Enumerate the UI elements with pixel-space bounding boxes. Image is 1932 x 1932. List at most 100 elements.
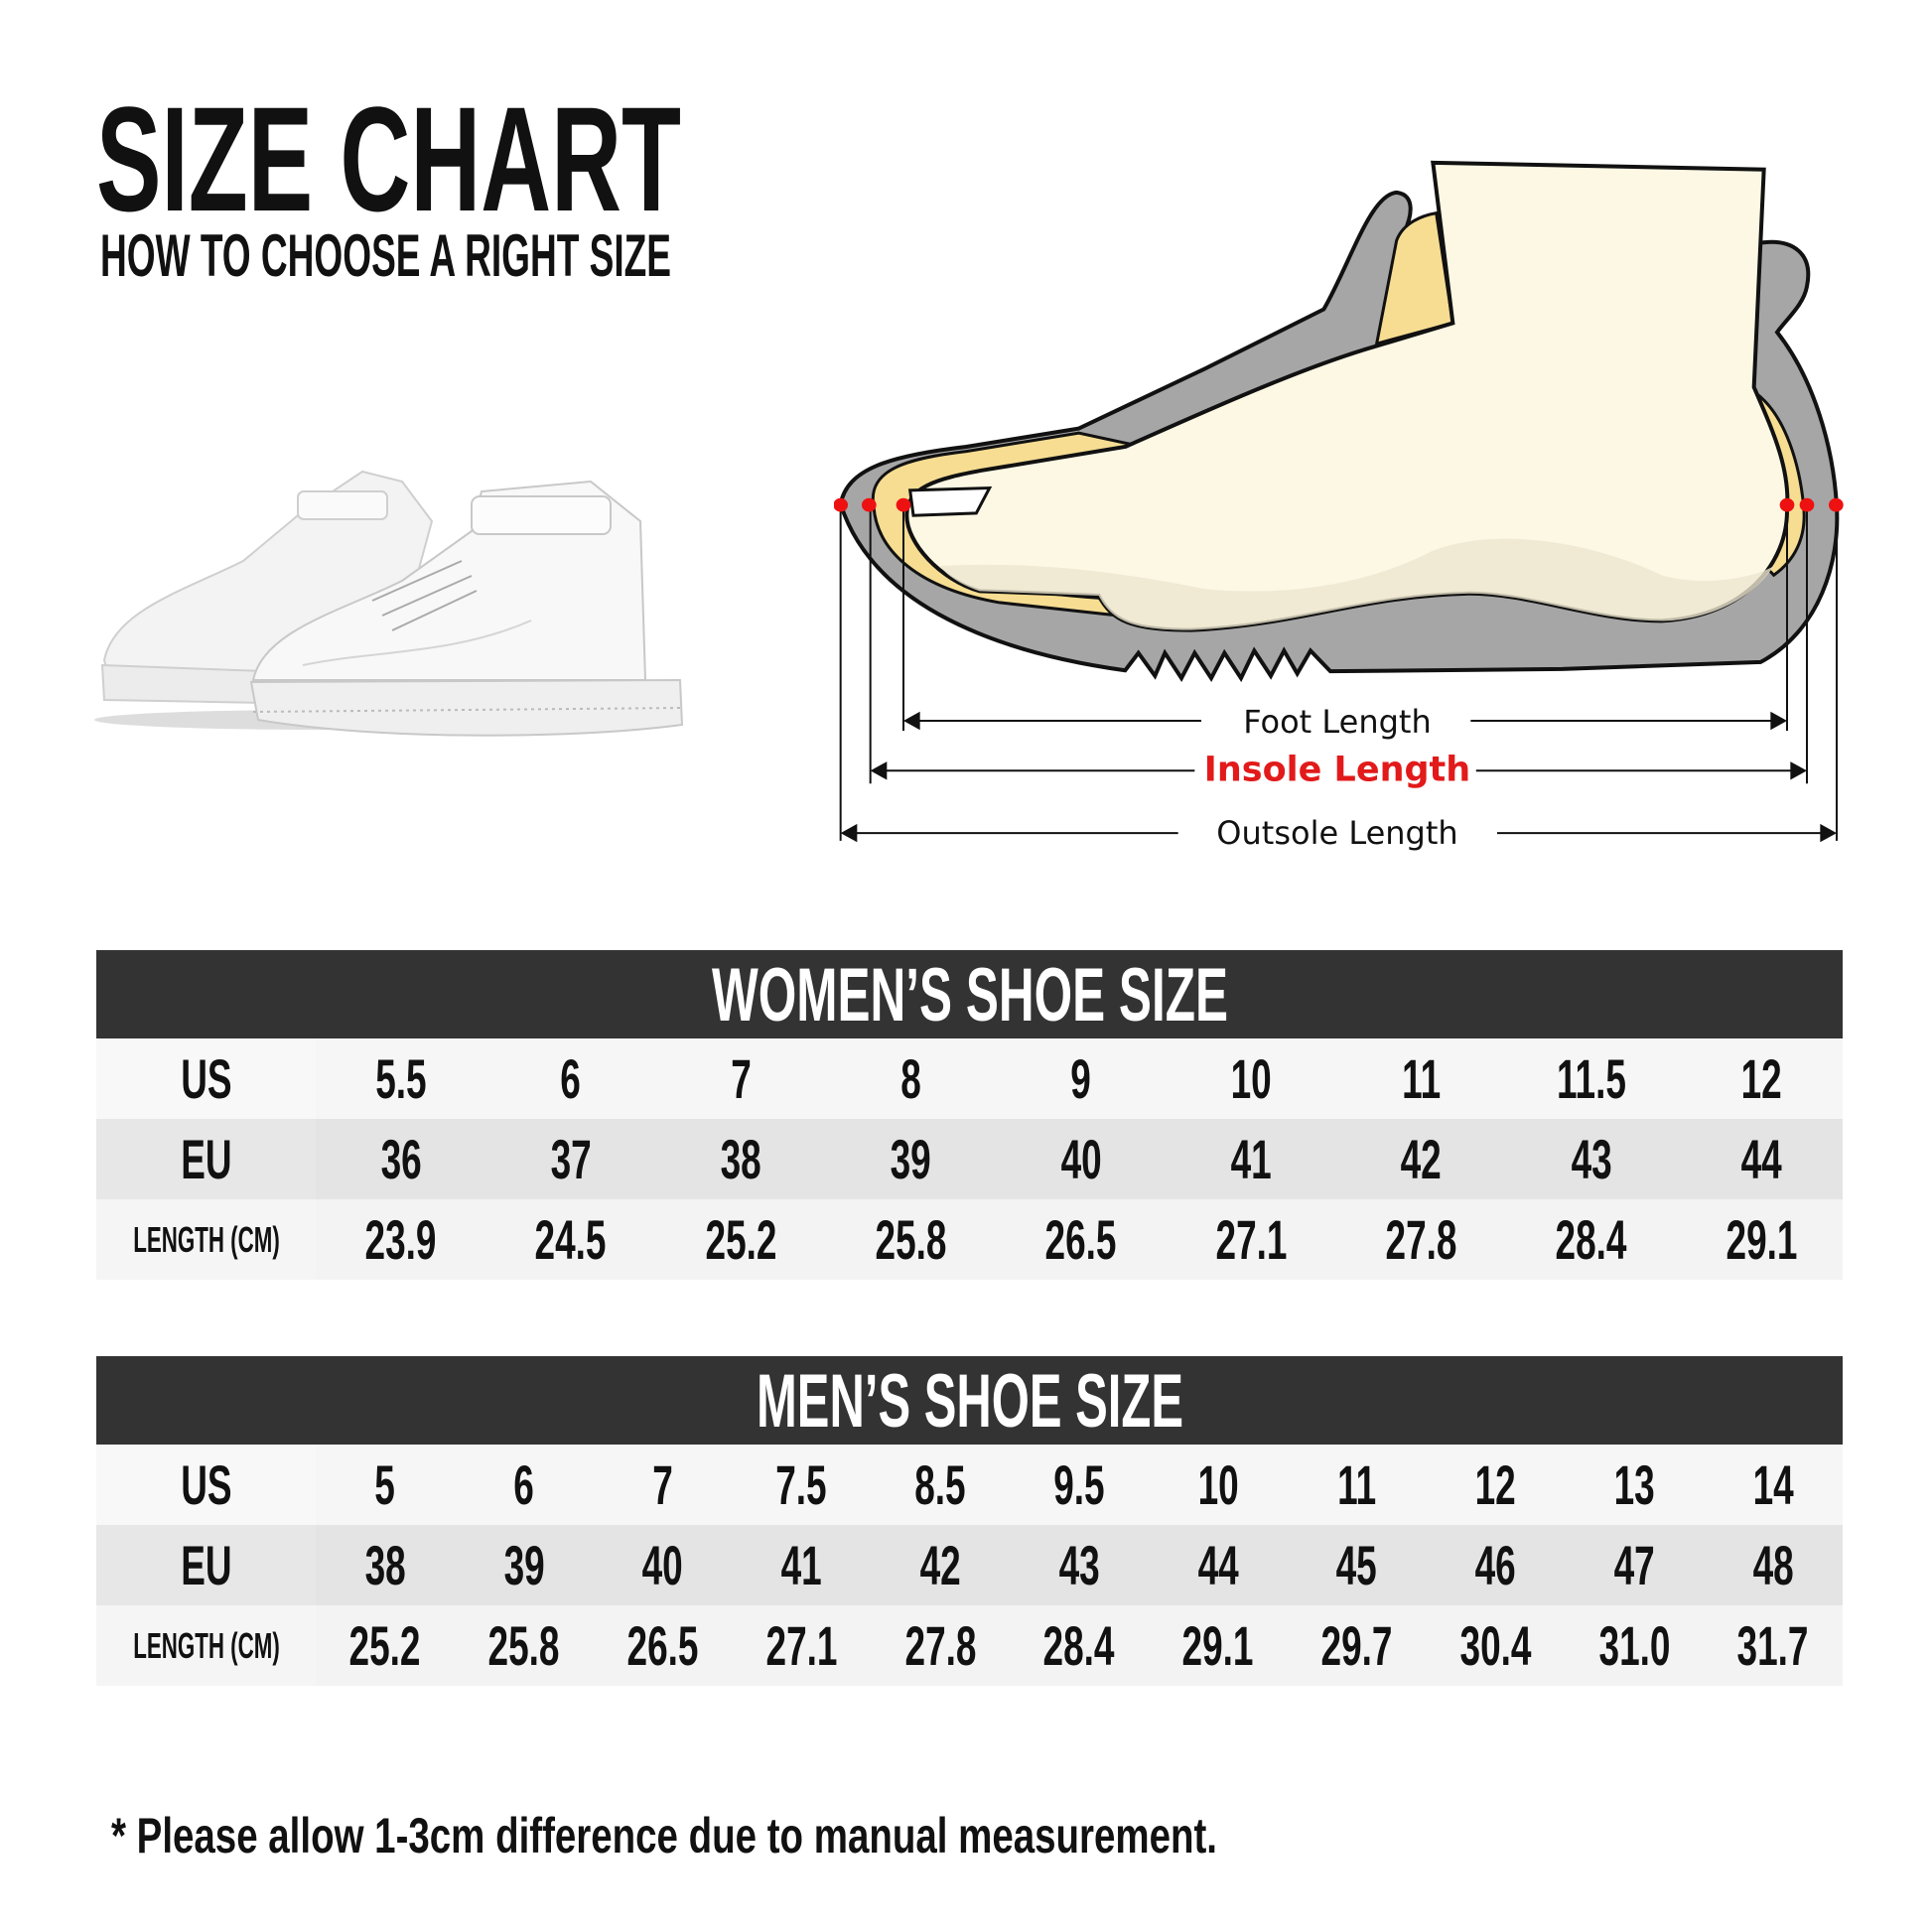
table-cell: 29.1 <box>1149 1605 1288 1686</box>
size-value: 37 <box>550 1128 592 1190</box>
arrowheads <box>840 711 1837 843</box>
size-value: 27.1 <box>765 1614 838 1677</box>
size-value: 40 <box>1060 1128 1102 1190</box>
row-label: EU <box>180 1128 232 1190</box>
womens-size-table: WOMEN’S SHOE SIZE US 5.5 6 7 8 9 10 11 11.5 12 EU 36… <box>96 950 1846 1280</box>
men-table-header: MEN’S SHOE SIZE <box>96 1356 1843 1445</box>
row-label-cell: US <box>96 1445 316 1525</box>
table-cell: 11.5 <box>1506 1038 1676 1119</box>
table-cell: 40 <box>594 1525 733 1605</box>
size-value: 7 <box>652 1453 673 1516</box>
women-table-header: WOMEN’S SHOE SIZE <box>96 950 1843 1038</box>
size-value: 25.2 <box>348 1614 421 1677</box>
size-value: 8.5 <box>914 1453 966 1516</box>
foot-measurement-diagram <box>834 149 1844 843</box>
table-cell: 5.5 <box>316 1038 485 1119</box>
size-value: 31.7 <box>1736 1614 1809 1677</box>
women-table-title: WOMEN’S SHOE SIZE <box>711 953 1228 1037</box>
size-value: 25.2 <box>705 1208 777 1271</box>
measurement-guides <box>841 504 1837 841</box>
size-value: 39 <box>890 1128 932 1190</box>
measurement-points <box>834 497 1844 512</box>
size-value: 6 <box>513 1453 534 1516</box>
table-cell: 11 <box>1336 1038 1506 1119</box>
page-title: SIZE CHART <box>96 75 681 242</box>
size-value: 5 <box>374 1453 396 1516</box>
size-value: 39 <box>503 1534 545 1596</box>
row-label: LENGTH (CM) <box>132 1624 280 1666</box>
row-label: US <box>180 1453 232 1516</box>
table-cell: 29.7 <box>1288 1605 1427 1686</box>
table-cell: 24.5 <box>485 1199 655 1280</box>
size-value: 36 <box>380 1128 422 1190</box>
table-cell: 31.0 <box>1565 1605 1704 1686</box>
table-cell: 43 <box>1506 1119 1676 1199</box>
size-value: 29.1 <box>1181 1614 1254 1677</box>
table-cell: 48 <box>1704 1525 1843 1605</box>
men-row-us: US 5 6 7 7.5 8.5 9.5 10 11 12 13 14 <box>96 1445 1843 1525</box>
table-cell: 44 <box>1676 1119 1846 1199</box>
table-cell: 43 <box>1010 1525 1149 1605</box>
men-table-title: MEN’S SHOE SIZE <box>756 1359 1183 1444</box>
size-value: 25.8 <box>487 1614 560 1677</box>
size-value: 29.1 <box>1725 1208 1798 1271</box>
size-value: 44 <box>1197 1534 1239 1596</box>
table-cell: 30.4 <box>1426 1605 1565 1686</box>
size-value: 31.0 <box>1598 1614 1671 1677</box>
size-value: 26.5 <box>626 1614 699 1677</box>
table-cell: 42 <box>1336 1119 1506 1199</box>
size-value: 27.8 <box>904 1614 977 1677</box>
front-sneaker <box>249 480 684 737</box>
table-cell: 27.8 <box>1336 1199 1506 1280</box>
size-value: 41 <box>780 1534 822 1596</box>
women-row-us: US 5.5 6 7 8 9 10 11 11.5 12 <box>96 1038 1843 1119</box>
table-cell: 27.1 <box>1167 1199 1336 1280</box>
size-value: 29.7 <box>1320 1614 1393 1677</box>
size-value: 12 <box>1740 1047 1782 1110</box>
row-label-cell: EU <box>96 1119 316 1199</box>
row-label-cell: US <box>96 1038 316 1119</box>
size-value: 7.5 <box>775 1453 827 1516</box>
size-value: 14 <box>1752 1453 1794 1516</box>
size-value: 38 <box>720 1128 761 1190</box>
table-cell: 12 <box>1676 1038 1846 1119</box>
sneaker-product-image <box>94 470 684 737</box>
table-cell: 27.8 <box>871 1605 1010 1686</box>
size-value: 10 <box>1230 1047 1272 1110</box>
size-value: 24.5 <box>534 1208 607 1271</box>
table-cell: 6 <box>455 1445 594 1525</box>
size-value: 11 <box>1336 1453 1377 1516</box>
table-cell: 38 <box>316 1525 455 1605</box>
toenail <box>910 488 990 516</box>
table-cell: 25.2 <box>656 1199 826 1280</box>
size-value: 7 <box>730 1047 752 1110</box>
size-value: 48 <box>1752 1534 1794 1596</box>
size-value: 9.5 <box>1053 1453 1105 1516</box>
table-cell: 6 <box>485 1038 655 1119</box>
size-value: 44 <box>1740 1128 1782 1190</box>
table-cell: 45 <box>1288 1525 1427 1605</box>
table-cell: 8.5 <box>871 1445 1010 1525</box>
table-cell: 26.5 <box>594 1605 733 1686</box>
table-cell: 25.8 <box>826 1199 996 1280</box>
table-cell: 9.5 <box>1010 1445 1149 1525</box>
tongue-padding <box>1377 213 1453 345</box>
table-cell: 26.5 <box>996 1199 1166 1280</box>
table-cell: 5 <box>316 1445 455 1525</box>
table-cell: 44 <box>1149 1525 1288 1605</box>
table-cell: 23.9 <box>316 1199 485 1280</box>
size-value: 8 <box>900 1047 921 1110</box>
row-label: EU <box>180 1534 232 1596</box>
women-row-length-cm: LENGTH (CM) 23.9 24.5 25.2 25.8 26.5 27.1 27.8 2… <box>96 1199 1843 1280</box>
size-value: 27.1 <box>1215 1208 1288 1271</box>
table-cell: 28.4 <box>1010 1605 1149 1686</box>
size-value: 5.5 <box>374 1047 427 1110</box>
table-cell: 25.2 <box>316 1605 455 1686</box>
table-cell: 7.5 <box>732 1445 871 1525</box>
size-value: 13 <box>1613 1453 1655 1516</box>
men-row-length-cm: LENGTH (CM) 25.2 25.8 26.5 27.1 27.8 28.4 29.1 2… <box>96 1605 1843 1686</box>
size-value: 45 <box>1335 1534 1378 1596</box>
size-value: 46 <box>1474 1534 1516 1596</box>
row-label-cell: LENGTH (CM) <box>96 1605 316 1686</box>
table-cell: 41 <box>732 1525 871 1605</box>
